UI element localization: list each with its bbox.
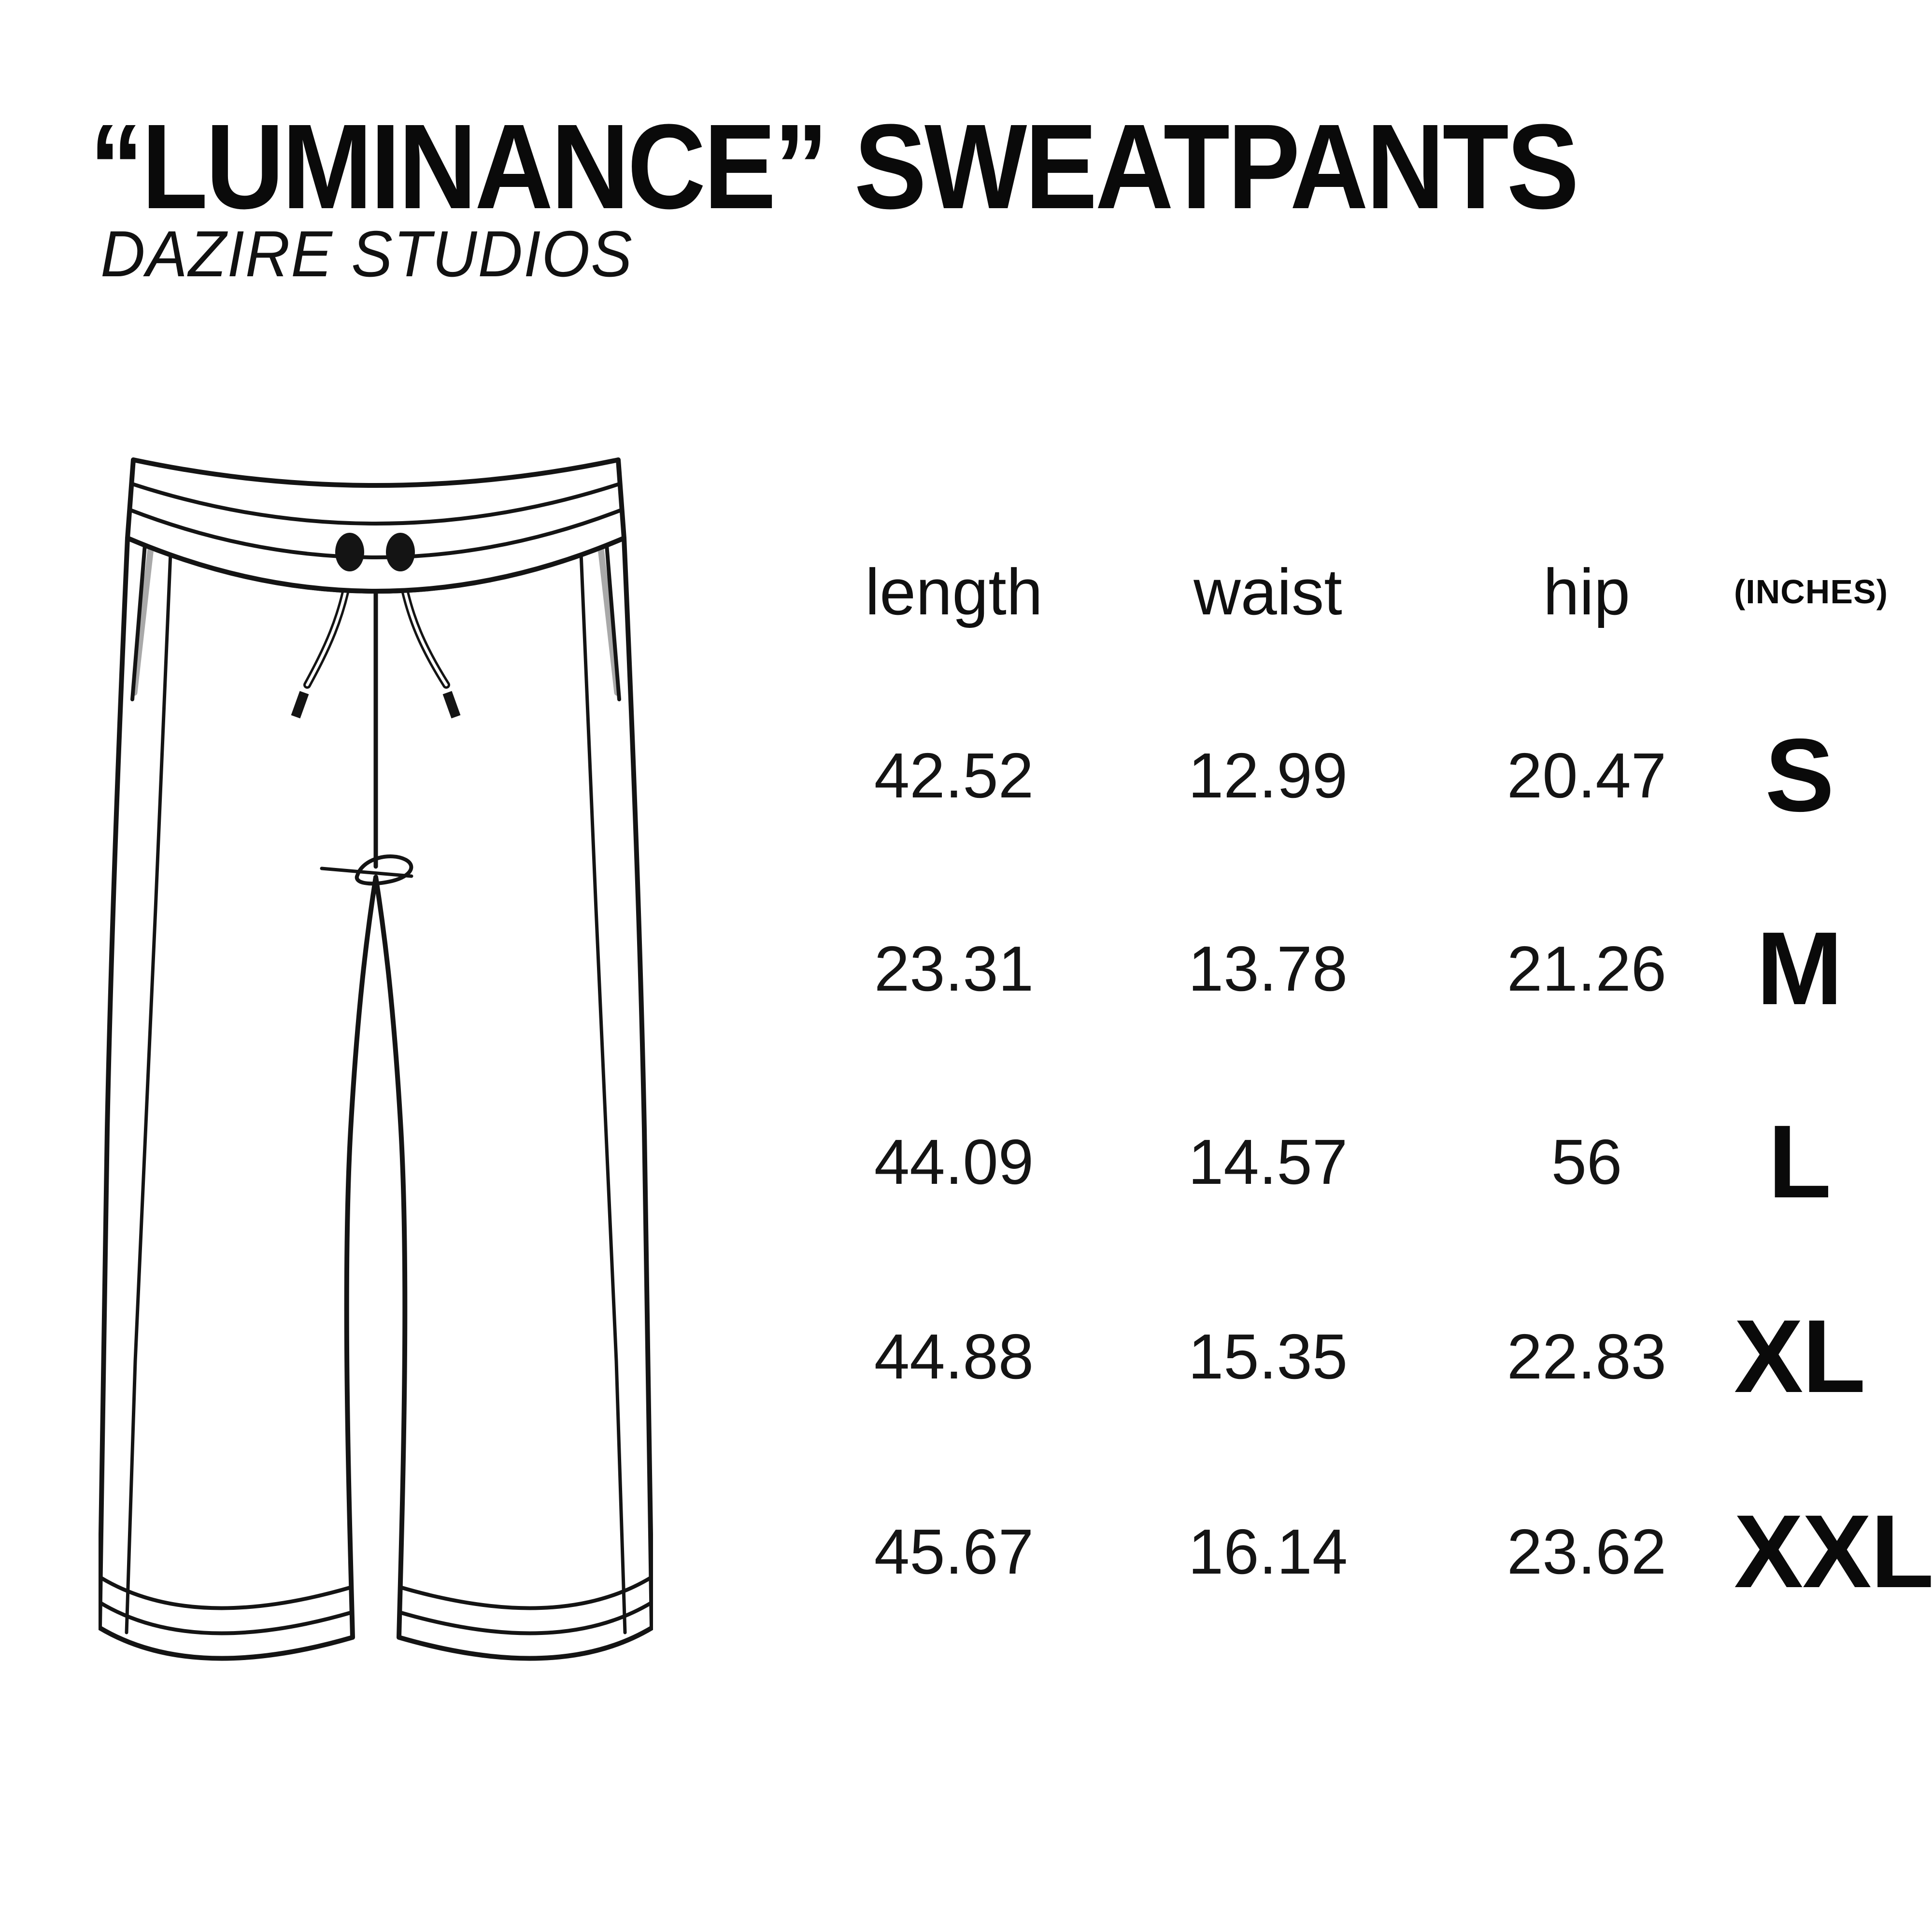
right-eyelet [386,533,415,571]
left-pocket-shade [131,545,154,696]
cell-waist: 13.78 [1188,933,1348,1004]
page-title: “LUMINANCE” SWEATPANTS [89,99,1579,234]
right-side-seam [579,540,627,1634]
size-label-xxl: XXL [1734,1493,1932,1609]
right-pocket-shade [597,545,621,696]
size-label-xl: XL [1734,1298,1866,1414]
column-header-length: length [865,555,1043,628]
cell-length: 23.31 [874,933,1034,1004]
table-row-s: 42.52 12.99 20.47 S [811,679,1864,872]
size-label-s: S [1765,717,1834,833]
sweatpants-illustration [99,457,653,1661]
cell-hip: 20.47 [1506,739,1667,811]
size-label-m: M [1756,910,1843,1026]
left-eyelet [335,533,364,571]
right-aglet [442,691,461,719]
cell-hip: 56 [1551,1126,1622,1197]
cell-length: 44.09 [874,1126,1034,1197]
size-label-l: L [1768,1103,1831,1220]
left-pocket-opening [130,543,147,701]
column-header-waist: waist [1193,555,1342,628]
table-row-xxl: 45.67 16.14 23.62 XXL [811,1455,1932,1648]
column-header-hip: hip [1543,555,1631,628]
right-hem-stitch-lower [398,1601,653,1635]
waistband-stitch-1 [130,482,621,526]
cell-waist: 15.35 [1188,1321,1348,1392]
pants-body-outline [99,536,653,1661]
table-header-row: length waist hip (INCHES) [811,522,1889,662]
cell-hip: 22.83 [1506,1321,1667,1392]
cell-length: 45.67 [874,1516,1034,1587]
cell-waist: 16.14 [1188,1516,1348,1587]
right-pocket-opening [605,543,621,701]
bartack-loop [355,854,413,886]
cell-length: 44.88 [874,1321,1034,1392]
cell-waist: 14.57 [1188,1126,1348,1197]
table-row-m: 23.31 13.78 21.26 M [811,872,1864,1065]
left-hem-stitch-lower [99,1601,354,1635]
right-hem-stitch-upper [398,1576,653,1610]
cell-waist: 12.99 [1188,739,1348,811]
table-row-xl: 44.88 15.35 22.83 XL [811,1260,1866,1453]
cell-length: 42.52 [874,739,1034,811]
brand-subtitle: DAZIRE STUDIOS [100,217,633,290]
bartack-line [320,867,413,878]
table-row-l: 44.09 14.57 56 L [811,1065,1864,1258]
cell-hip: 21.26 [1506,933,1667,1004]
left-hem-stitch-upper [99,1576,354,1610]
cell-hip: 23.62 [1506,1516,1667,1587]
unit-label: (INCHES) [1734,573,1889,611]
waistband-stitch-2 [128,508,623,559]
left-side-seam [125,540,173,1634]
left-aglet [291,691,309,719]
